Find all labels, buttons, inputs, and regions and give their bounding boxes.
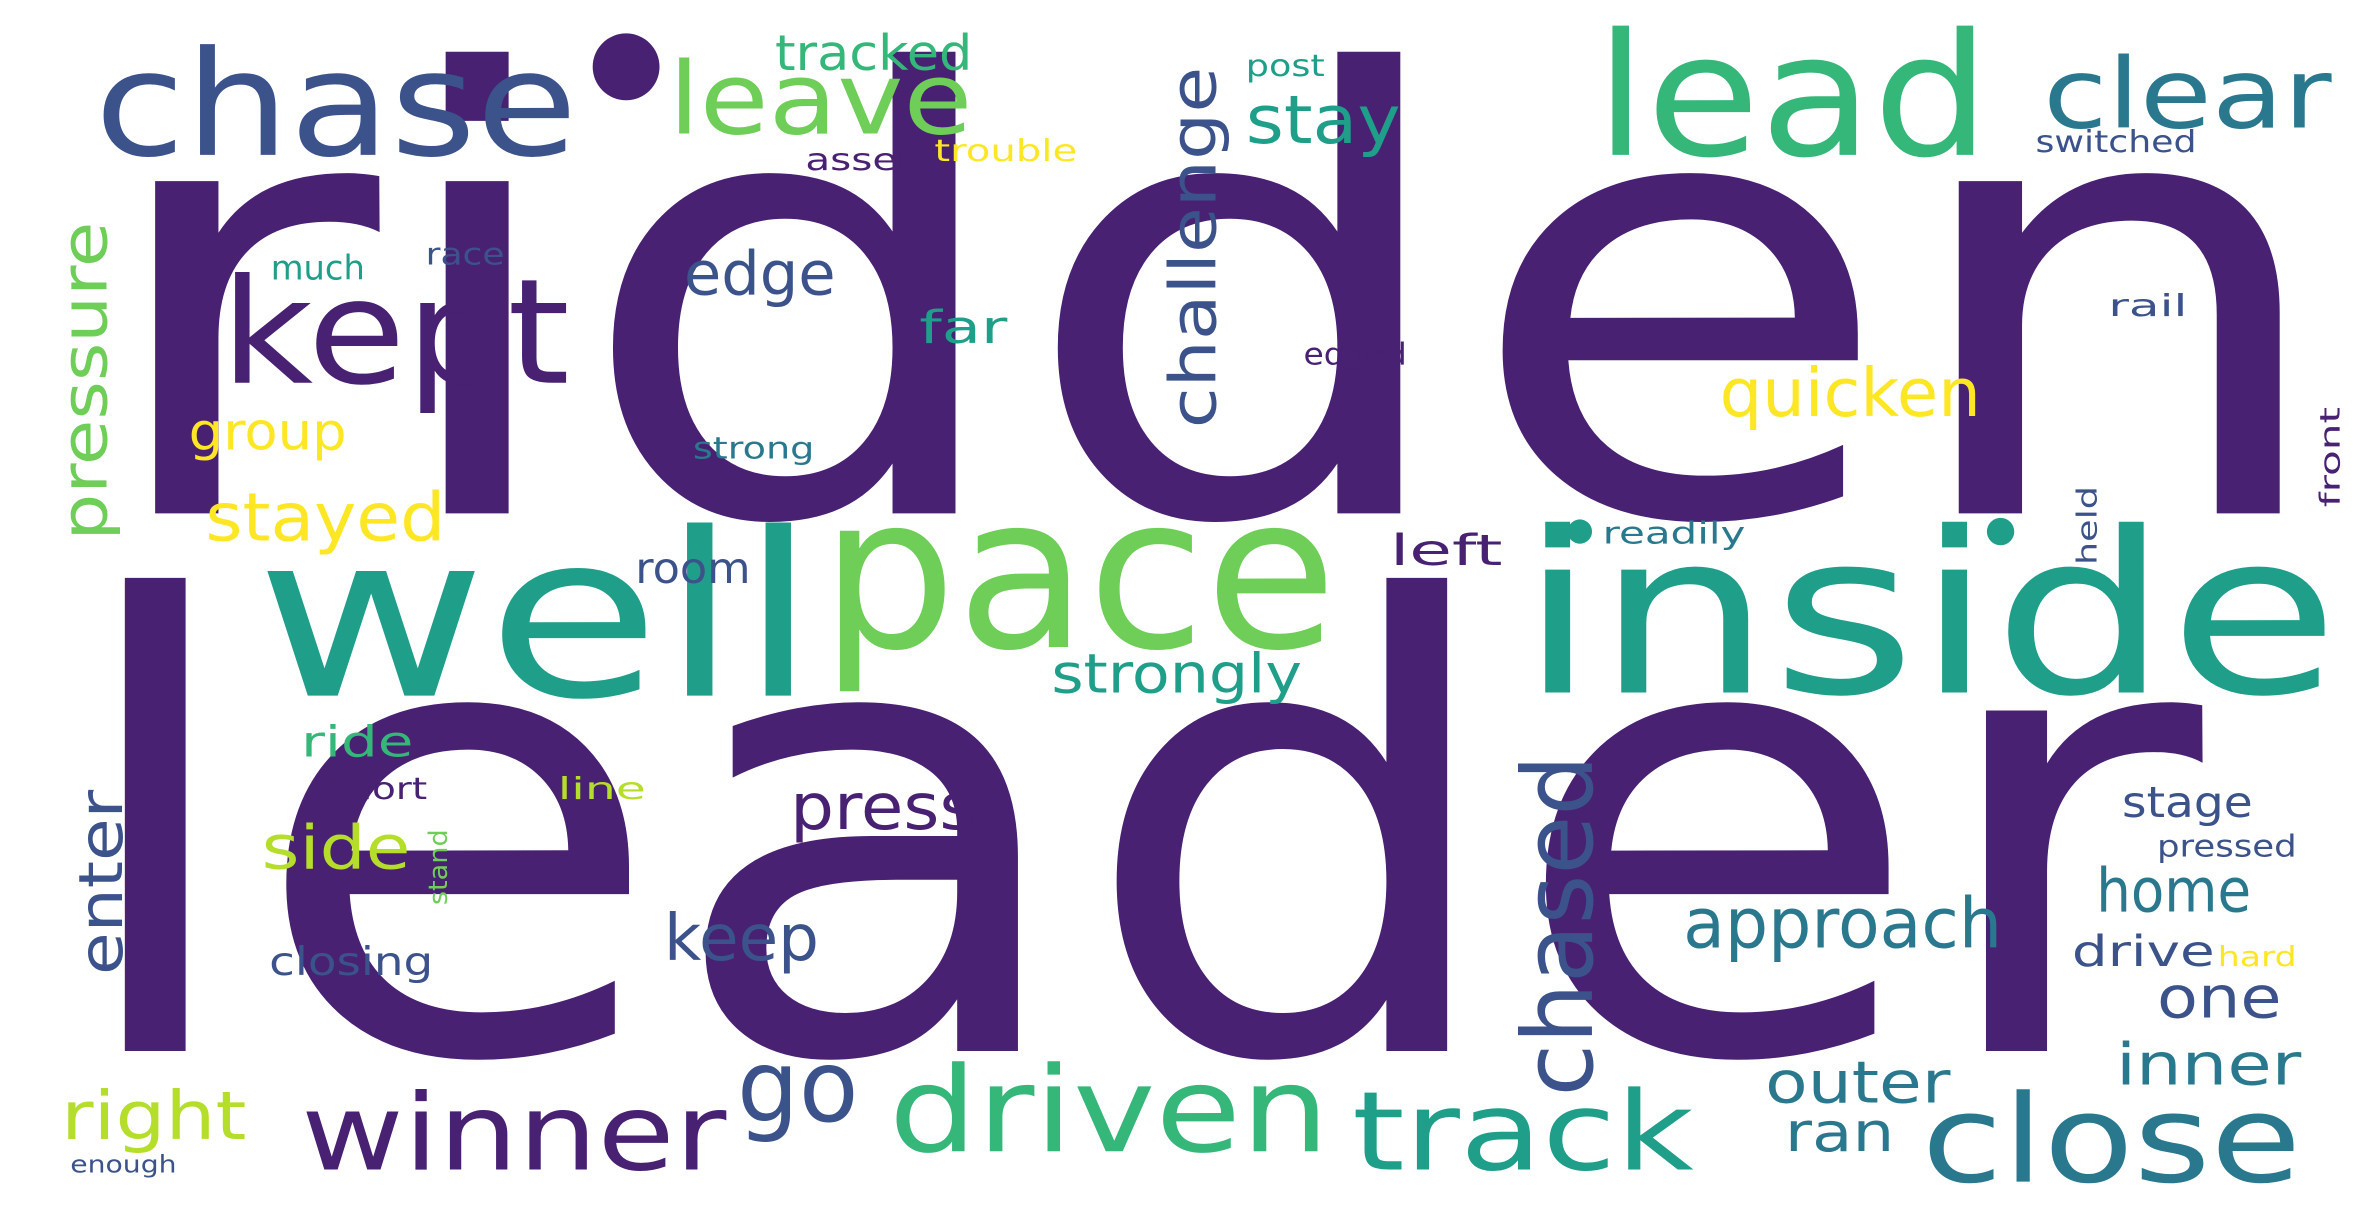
word-front: front (2315, 407, 2346, 508)
word-assert: assert (805, 143, 930, 178)
word-race: race (426, 237, 505, 272)
word-far: far (919, 301, 1007, 354)
word-drive: drive (2072, 928, 2215, 977)
word-close: close (1922, 1069, 2302, 1211)
word-outer: outer (1765, 1049, 1951, 1117)
word-clear: clear (2043, 38, 2332, 151)
word-driven: driven (889, 1041, 1329, 1179)
word-pace: pace (821, 451, 1337, 698)
word-enough: enough (70, 1149, 176, 1178)
word-ridden: ridden (92, 0, 2340, 657)
word-much: much (271, 248, 365, 287)
word-ran: ran (1785, 1100, 1894, 1164)
dot-mark (1986, 517, 2015, 546)
word-edged: edged (1303, 338, 1406, 373)
word-stand: stand (424, 829, 454, 905)
word-edge: edge (684, 240, 836, 310)
word-hard: hard (2218, 942, 2297, 973)
word-trouble: trouble (934, 134, 1077, 169)
word-held: held (2072, 486, 2103, 565)
word-chased: chased (1502, 755, 1615, 1097)
word-leave: leave (669, 41, 973, 158)
word-pressed: pressed (2157, 830, 2297, 865)
word-ride: ride (301, 718, 413, 767)
word-left: left (1390, 527, 1502, 576)
word-press: press (790, 771, 975, 845)
word-stage: stage (2122, 779, 2253, 828)
word-chase: chase (95, 21, 578, 190)
word-readily: readily (1603, 517, 1746, 552)
word-lead: lead (1595, 0, 1990, 196)
word-group: group (189, 403, 347, 463)
word-rail: rail (2108, 289, 2187, 324)
word-closing: closing (269, 939, 433, 985)
word-short: short (327, 772, 427, 807)
word-line: line (558, 772, 646, 807)
word-well: well (256, 485, 818, 750)
word-enter: enter (67, 790, 137, 975)
word-strong: strong (693, 432, 815, 467)
word-strongly: strongly (1051, 642, 1302, 706)
word-right: right (61, 1077, 246, 1155)
word-challenge: challenge (1157, 67, 1231, 428)
word-kept: kept (221, 249, 570, 418)
word-tracked: tracked (775, 26, 972, 82)
word-side: side (262, 814, 411, 884)
word-pressure: pressure (49, 222, 123, 541)
word-go: go (737, 1028, 858, 1145)
word-keep: keep (664, 902, 819, 976)
word-track: track (1352, 1067, 1694, 1195)
word-one: one (2157, 964, 2282, 1032)
word-winner: winner (301, 1071, 727, 1195)
dot-mark (1567, 519, 1593, 544)
word-post: post (1246, 49, 1325, 84)
word-inside: inside (1519, 485, 2339, 747)
word-stay: stay (1246, 81, 1401, 159)
word-stayed: stayed (205, 479, 445, 557)
word-quicken: quicken (1720, 354, 1981, 432)
dot-mark (592, 33, 660, 101)
word-home: home (2096, 856, 2251, 926)
word-room: room (635, 545, 750, 594)
word-inner: inner (2116, 1030, 2302, 1098)
word-leader: leader (61, 473, 2210, 1198)
word-switched: switched (2036, 125, 2197, 160)
word-approach: approach (1683, 884, 2002, 965)
